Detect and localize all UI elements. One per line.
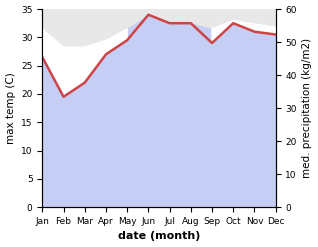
Y-axis label: med. precipitation (kg/m2): med. precipitation (kg/m2) — [302, 38, 313, 178]
Y-axis label: max temp (C): max temp (C) — [5, 72, 16, 144]
X-axis label: date (month): date (month) — [118, 231, 200, 242]
